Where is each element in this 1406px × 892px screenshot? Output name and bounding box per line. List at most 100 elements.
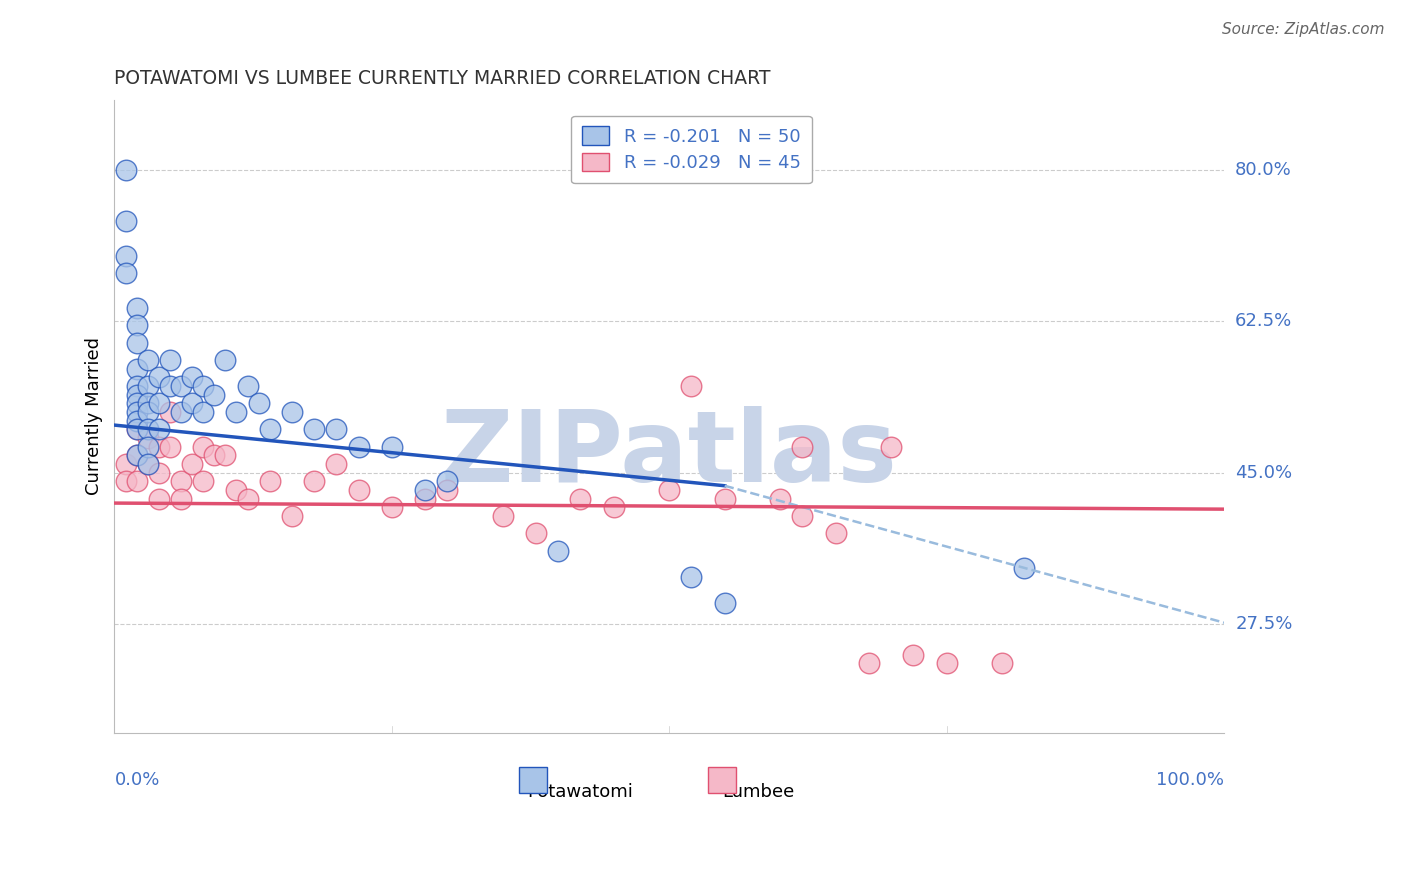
Point	[413, 491, 436, 506]
Point	[325, 457, 347, 471]
Point	[125, 422, 148, 436]
Text: 45.0%: 45.0%	[1236, 464, 1292, 482]
Point	[281, 509, 304, 524]
Point	[114, 162, 136, 177]
Point	[170, 405, 193, 419]
Text: 27.5%: 27.5%	[1236, 615, 1292, 633]
Text: Lumbee: Lumbee	[721, 783, 794, 801]
Point	[236, 379, 259, 393]
Point	[136, 431, 159, 445]
Point	[347, 440, 370, 454]
Point	[524, 526, 547, 541]
Point	[824, 526, 846, 541]
Point	[125, 405, 148, 419]
Point	[325, 422, 347, 436]
Point	[769, 491, 792, 506]
Point	[170, 475, 193, 489]
Point	[281, 405, 304, 419]
Point	[148, 422, 170, 436]
Point	[681, 379, 703, 393]
Point	[114, 214, 136, 228]
Point	[148, 440, 170, 454]
Point	[125, 449, 148, 463]
Point	[181, 457, 204, 471]
Text: POTAWATOMI VS LUMBEE CURRENTLY MARRIED CORRELATION CHART: POTAWATOMI VS LUMBEE CURRENTLY MARRIED C…	[114, 69, 770, 87]
Point	[159, 379, 181, 393]
Text: 0.0%: 0.0%	[114, 771, 160, 789]
Point	[193, 379, 215, 393]
Point	[148, 396, 170, 410]
Point	[125, 388, 148, 402]
Point	[125, 414, 148, 428]
FancyBboxPatch shape	[519, 767, 547, 793]
Point	[547, 543, 569, 558]
Point	[569, 491, 592, 506]
Point	[136, 353, 159, 368]
Text: 100.0%: 100.0%	[1156, 771, 1225, 789]
Text: 80.0%: 80.0%	[1236, 161, 1292, 178]
Point	[125, 361, 148, 376]
Point	[903, 648, 925, 662]
Point	[259, 475, 281, 489]
Point	[114, 249, 136, 263]
Point	[202, 449, 225, 463]
Point	[713, 596, 735, 610]
Point	[125, 318, 148, 333]
Point	[193, 440, 215, 454]
Point	[991, 657, 1014, 671]
Point	[193, 475, 215, 489]
Point	[225, 405, 247, 419]
Text: 62.5%: 62.5%	[1236, 312, 1292, 330]
Point	[214, 449, 236, 463]
Point	[114, 267, 136, 281]
Point	[136, 405, 159, 419]
Text: Potawatomi: Potawatomi	[527, 783, 634, 801]
Point	[413, 483, 436, 497]
Point	[114, 475, 136, 489]
Point	[603, 500, 626, 515]
Point	[136, 457, 159, 471]
Y-axis label: Currently Married: Currently Married	[86, 337, 103, 495]
Point	[136, 457, 159, 471]
Point	[225, 483, 247, 497]
Point	[492, 509, 515, 524]
Point	[125, 335, 148, 350]
Point	[114, 457, 136, 471]
Point	[170, 379, 193, 393]
Point	[125, 396, 148, 410]
Point	[125, 422, 148, 436]
Point	[148, 491, 170, 506]
Point	[136, 422, 159, 436]
Point	[181, 396, 204, 410]
Point	[125, 449, 148, 463]
Text: ZIPatlas: ZIPatlas	[441, 406, 897, 503]
Point	[381, 500, 404, 515]
Point	[247, 396, 270, 410]
Point	[202, 388, 225, 402]
Point	[658, 483, 681, 497]
Point	[236, 491, 259, 506]
Point	[159, 440, 181, 454]
Point	[148, 370, 170, 384]
Legend: R = -0.201   N = 50, R = -0.029   N = 45: R = -0.201 N = 50, R = -0.029 N = 45	[571, 116, 811, 183]
Point	[792, 509, 814, 524]
Point	[436, 483, 458, 497]
Point	[148, 466, 170, 480]
Point	[302, 422, 325, 436]
Point	[214, 353, 236, 368]
Point	[259, 422, 281, 436]
Point	[125, 301, 148, 315]
Point	[347, 483, 370, 497]
Point	[125, 475, 148, 489]
Text: Source: ZipAtlas.com: Source: ZipAtlas.com	[1222, 22, 1385, 37]
Point	[792, 440, 814, 454]
Point	[181, 370, 204, 384]
Point	[125, 379, 148, 393]
Point	[136, 396, 159, 410]
Point	[880, 440, 903, 454]
Point	[713, 491, 735, 506]
Point	[436, 475, 458, 489]
Point	[159, 405, 181, 419]
Point	[193, 405, 215, 419]
Point	[136, 379, 159, 393]
